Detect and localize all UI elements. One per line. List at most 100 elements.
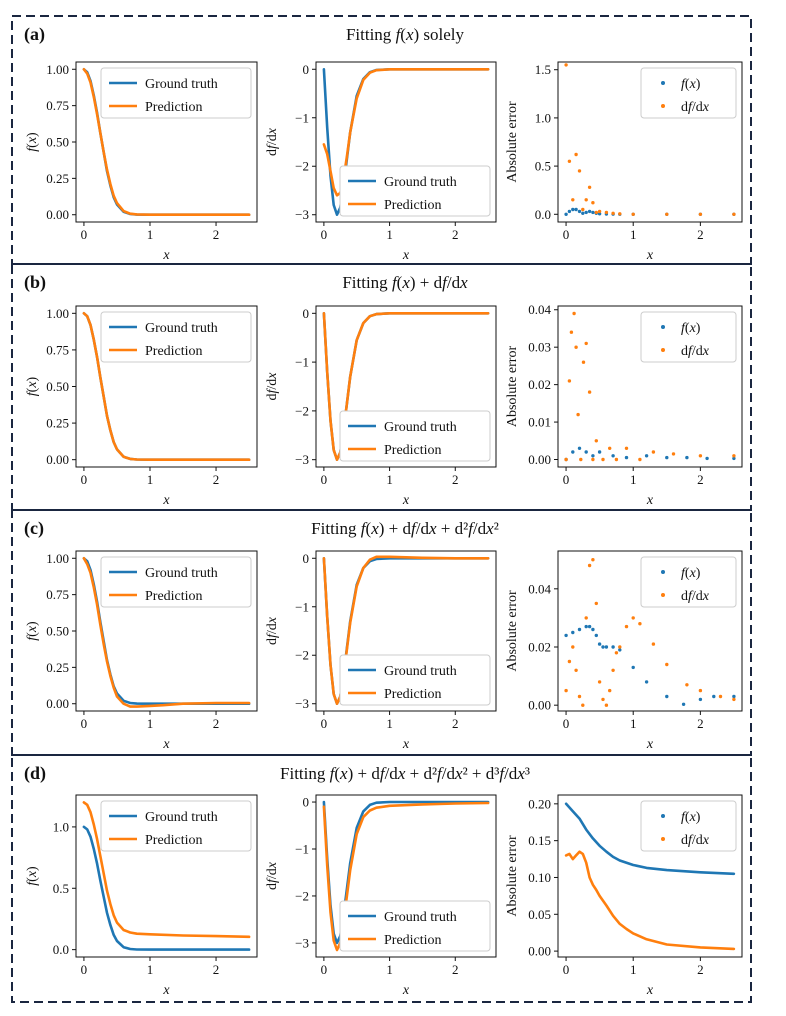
- panel-label: (d): [24, 763, 46, 784]
- text-part: x: [265, 372, 280, 380]
- text-part: ): [696, 566, 701, 581]
- panel-title: Fitting f(x) + df/dx + d²f/dx²: [311, 519, 499, 538]
- text-part: Fitting: [346, 25, 396, 44]
- x-tick-label: 2: [697, 472, 704, 487]
- legend: Ground truth Prediction: [339, 410, 491, 462]
- x-tick-label: 2: [213, 962, 220, 977]
- text-part: f: [265, 632, 280, 638]
- y-tick-label: 0.20: [528, 796, 551, 811]
- data-point: [577, 627, 582, 632]
- plot-area: [564, 63, 736, 216]
- data-point: [594, 601, 598, 606]
- legend-box: [339, 900, 491, 952]
- legend-label: Ground truth: [384, 420, 457, 435]
- data-point: [584, 450, 588, 454]
- data-point: [591, 558, 595, 562]
- x-tick-label: 1: [386, 472, 393, 487]
- x-tick-label: 0: [321, 472, 328, 487]
- data-point: [597, 209, 602, 214]
- text-part: d: [265, 394, 280, 401]
- data-point: [584, 210, 588, 215]
- x-tick-label: 2: [697, 716, 704, 731]
- data-point: [577, 446, 582, 450]
- data-point: [577, 169, 582, 173]
- legend-label: Ground truth: [145, 77, 218, 92]
- x-tick-label: 2: [452, 716, 459, 731]
- x-tick-label: 1: [147, 716, 154, 731]
- panel-title: Fitting f(x) + df/dx + d²f/dx² + d³f/dx³: [280, 764, 530, 783]
- series-line-prediction: [322, 801, 490, 952]
- x-tick-label: 2: [213, 472, 220, 487]
- data-point: [571, 198, 575, 202]
- text-part: (: [334, 764, 340, 783]
- plot-area: [322, 312, 490, 461]
- y-tick-label: 0.50: [46, 624, 69, 639]
- text-part: x: [162, 493, 170, 508]
- y-tick-label: 0.75: [46, 342, 69, 357]
- text-part: /d: [265, 134, 280, 145]
- text-part: /d: [447, 273, 461, 292]
- x-axis-label: x: [402, 983, 410, 998]
- legend-marker: [661, 837, 665, 841]
- y-tick-label: 0.15: [528, 833, 551, 848]
- data-point: [644, 680, 649, 684]
- text-part: x: [402, 983, 410, 998]
- legend: Ground truth Prediction: [100, 556, 252, 608]
- plot-area: [564, 802, 736, 951]
- data-point: [732, 456, 736, 461]
- data-point: [591, 627, 595, 632]
- y-tick-label: 0.02: [528, 377, 551, 392]
- text-part: f: [25, 635, 40, 641]
- data-point: [685, 455, 689, 460]
- x-tick-label: 0: [321, 227, 328, 242]
- data-point: [618, 645, 622, 649]
- panel-label: (b): [24, 272, 46, 293]
- data-point: [581, 211, 585, 215]
- legend-box: [100, 800, 252, 852]
- plot-area: [564, 311, 736, 462]
- legend-label: f(x): [681, 77, 701, 92]
- data-point: [732, 212, 736, 216]
- data-point: [584, 341, 588, 346]
- data-point: [587, 185, 592, 189]
- legend-label: df/dx: [681, 100, 710, 115]
- data-point: [638, 622, 642, 626]
- text-part: f: [25, 146, 40, 152]
- text-part: x: [702, 344, 710, 359]
- text-part: x: [162, 248, 170, 263]
- legend: Ground truth Prediction: [100, 67, 252, 119]
- legend-label: Prediction: [145, 344, 203, 359]
- text-part: ³: [525, 764, 530, 783]
- data-point: [581, 207, 585, 212]
- legend-marker: [661, 348, 665, 352]
- y-tick-label: 1.5: [535, 62, 551, 77]
- data-point: [577, 694, 582, 699]
- data-point: [591, 454, 595, 458]
- text-part: f: [688, 344, 694, 359]
- y-tick-label: 0.00: [528, 452, 551, 467]
- text-part: x: [459, 273, 468, 292]
- x-tick-label: 1: [630, 472, 637, 487]
- data-point: [567, 159, 572, 163]
- data-point: [631, 616, 635, 620]
- text-part: f: [25, 390, 40, 396]
- data-point: [618, 212, 622, 216]
- legend-label: f(x): [681, 321, 701, 336]
- legend-label: Ground truth: [384, 664, 457, 679]
- text-part: ² + d³: [463, 764, 500, 783]
- data-point: [587, 209, 592, 214]
- text-part: f: [411, 519, 418, 538]
- x-tick-label: 2: [452, 472, 459, 487]
- data-point: [576, 412, 580, 417]
- data-point: [564, 63, 568, 67]
- data-point: [618, 648, 622, 652]
- data-point: [597, 642, 602, 646]
- data-point: [581, 360, 586, 364]
- legend-marker: [661, 814, 665, 818]
- y-tick-label: 0.04: [528, 302, 551, 317]
- data-point: [574, 345, 578, 349]
- text-part: x: [402, 248, 410, 263]
- legend-marker: [661, 325, 665, 329]
